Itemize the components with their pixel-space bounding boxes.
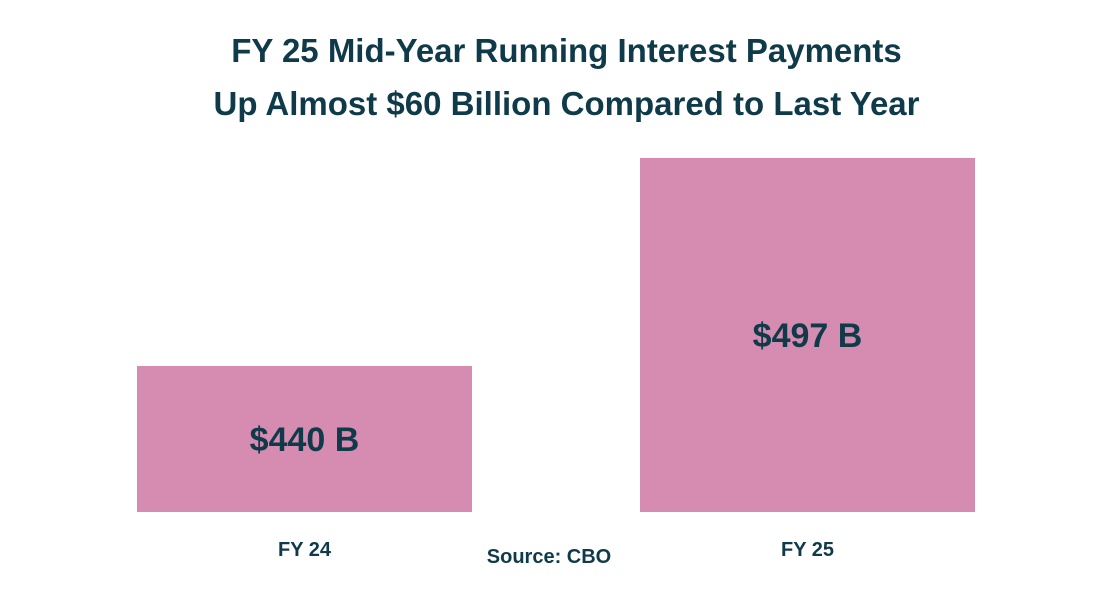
chart-title-line-1: FY 25 Mid-Year Running Interest Payments: [231, 32, 902, 69]
x-tick-label-fy-25: FY 25: [781, 539, 834, 561]
source-note: Source: CBO: [486, 546, 612, 568]
data-label-fy-24: $440 B: [250, 421, 360, 459]
data-label-fy-25: $497 B: [753, 317, 863, 355]
chart-title: FY 25 Mid-Year Running Interest Payments…: [0, 24, 1103, 130]
x-tick-label-fy-24: FY 24: [278, 539, 332, 561]
bar-fy-24: [137, 366, 472, 512]
bar-fy-25: [640, 157, 975, 512]
chart-title-line-2: Up Almost $60 Billion Compared to Last Y…: [213, 85, 920, 122]
